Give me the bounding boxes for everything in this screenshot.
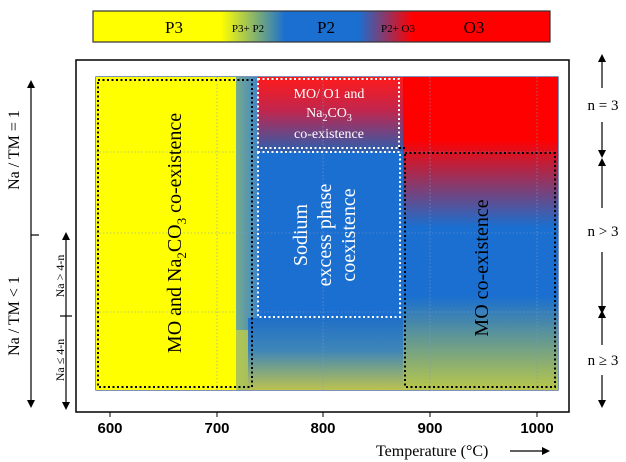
phase-legend-bar: P3 P3+ P2 P2 P2+ O3 O3 [92, 10, 551, 43]
label-mo-coexistence: MO co-existence [471, 199, 493, 336]
label-na-tm-eq-1: Na / TM = 1 [6, 110, 23, 190]
x-tick-700: 700 [204, 420, 229, 437]
x-axis-ticks: 600 700 800 900 1000 [97, 420, 553, 437]
label-sodium-excess: Sodium excess phase coexistence [290, 184, 360, 287]
svg-text:co-existence: co-existence [294, 127, 364, 142]
left-arrows [27, 80, 72, 410]
label-n-eq-3: n = 3 [588, 98, 619, 114]
label-mo-na2co3: MO and Na2CO3 co-existence [164, 113, 189, 353]
x-axis-arrow [510, 447, 550, 455]
svg-text:coexistence: coexistence [338, 188, 360, 281]
x-tick-600: 600 [97, 420, 122, 437]
legend-p2-o3: P2+ O3 [381, 23, 416, 35]
region-box-sodium-excess [257, 151, 401, 318]
svg-text:MO/ O1 and: MO/ O1 and [294, 87, 365, 102]
label-na-tm-lt-1: Na / TM < 1 [6, 276, 23, 356]
x-tick-800: 800 [310, 420, 335, 437]
legend-o3: O3 [464, 18, 485, 37]
region-box-mo-na2co3 [97, 79, 253, 388]
x-tick-1000: 1000 [520, 420, 553, 437]
label-mo-o1: MO/ O1 and Na2CO3 co-existence [294, 87, 365, 142]
x-tick-900: 900 [417, 420, 442, 437]
region-box-mo-coexist [404, 152, 556, 388]
label-n-gt-3: n > 3 [588, 224, 619, 240]
region-box-mo-o1 [257, 78, 400, 149]
phase-field [95, 76, 559, 391]
label-n-ge-3: n ≥ 3 [588, 353, 619, 369]
svg-text:Na2CO3: Na2CO3 [306, 106, 352, 124]
svg-text:excess phase: excess phase [314, 184, 336, 287]
x-axis-title: Temperature (°C) [376, 443, 488, 460]
legend-p2: P2 [317, 18, 335, 37]
legend-p3-p2: P3+ P2 [232, 23, 264, 35]
svg-text:Sodium: Sodium [290, 203, 312, 266]
label-na-gt-4-n: Na > 4-n [53, 255, 67, 298]
legend-p3: P3 [165, 18, 183, 37]
x-axis-tick-marks [109, 412, 538, 417]
right-arrows [598, 54, 606, 408]
label-na-le-4-n: Na ≤ 4-n [53, 339, 67, 382]
